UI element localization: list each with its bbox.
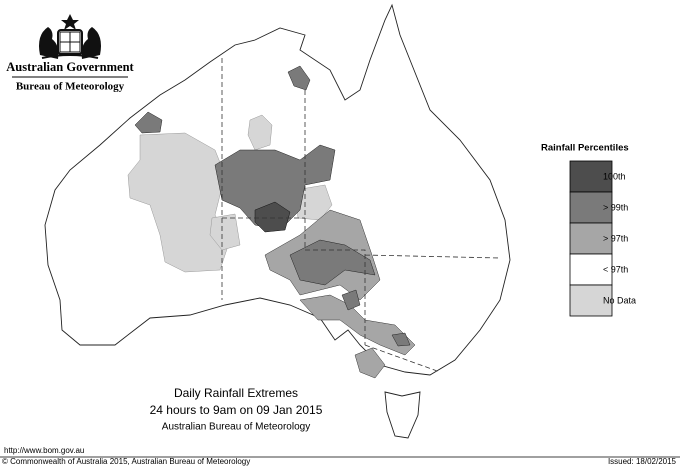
- legend-label: > 99th: [603, 202, 628, 212]
- legend-swatch: [569, 160, 613, 193]
- legend-title: Rainfall Percentiles: [541, 143, 629, 154]
- percentile-area: [134, 111, 163, 134]
- percentile-area: [354, 347, 386, 379]
- legend-label: > 97th: [603, 233, 628, 243]
- government-name: Australian Government: [6, 60, 134, 74]
- tasmania-outline: [384, 391, 421, 439]
- legend-swatch: [569, 222, 613, 255]
- footer-copyright: © Commonwealth of Australia 2015, Austra…: [2, 457, 250, 466]
- coat-of-arms: [39, 14, 101, 59]
- legend: Rainfall Percentiles 100th > 99th > 97th < …: [541, 143, 636, 317]
- percentile-area: [341, 289, 361, 311]
- no-data-area: [209, 213, 241, 251]
- bureau-name: Bureau of Meteorology: [16, 81, 125, 93]
- state-border: [221, 58, 501, 373]
- percentile-area: [254, 201, 291, 233]
- footer-issued: Issued: 18/02/2015: [608, 457, 677, 466]
- map: [44, 3, 511, 439]
- legend-swatch: [569, 191, 613, 224]
- footer-url[interactable]: http://www.bom.gov.au: [4, 446, 84, 455]
- legend-label: < 97th: [603, 264, 628, 274]
- caption-source: Australian Bureau of Meteorology: [162, 422, 310, 433]
- percentile-area: [391, 332, 411, 347]
- legend-label: No Data: [603, 295, 636, 305]
- legend-label: 100th: [603, 171, 626, 181]
- legend-swatch: [569, 284, 613, 317]
- no-data-area: [294, 184, 333, 221]
- caption-period: 24 hours to 9am on 09 Jan 2015: [150, 403, 323, 417]
- caption-title: Daily Rainfall Extremes: [174, 386, 298, 400]
- percentile-area: [287, 65, 311, 91]
- percentile-area: [289, 239, 376, 286]
- no-data-area: [247, 114, 273, 151]
- no-data-area: [127, 132, 231, 273]
